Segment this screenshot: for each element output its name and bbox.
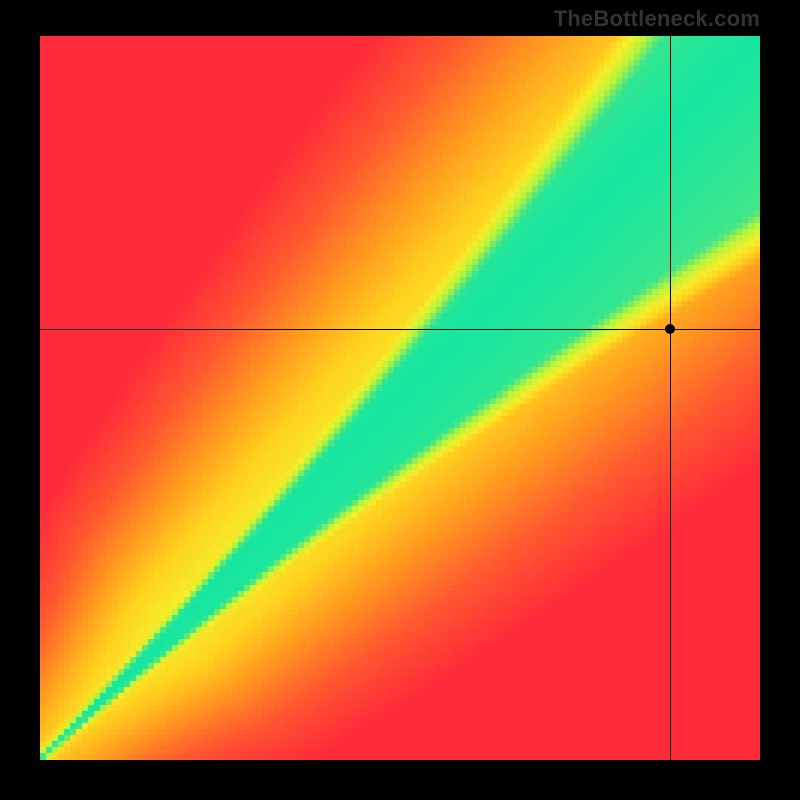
chart-container: TheBottleneck.com xyxy=(0,0,800,800)
crosshair-marker xyxy=(665,324,675,334)
heatmap-plot xyxy=(40,36,760,760)
watermark-text: TheBottleneck.com xyxy=(554,6,760,32)
crosshair-horizontal xyxy=(40,329,760,330)
crosshair-vertical xyxy=(670,36,671,760)
